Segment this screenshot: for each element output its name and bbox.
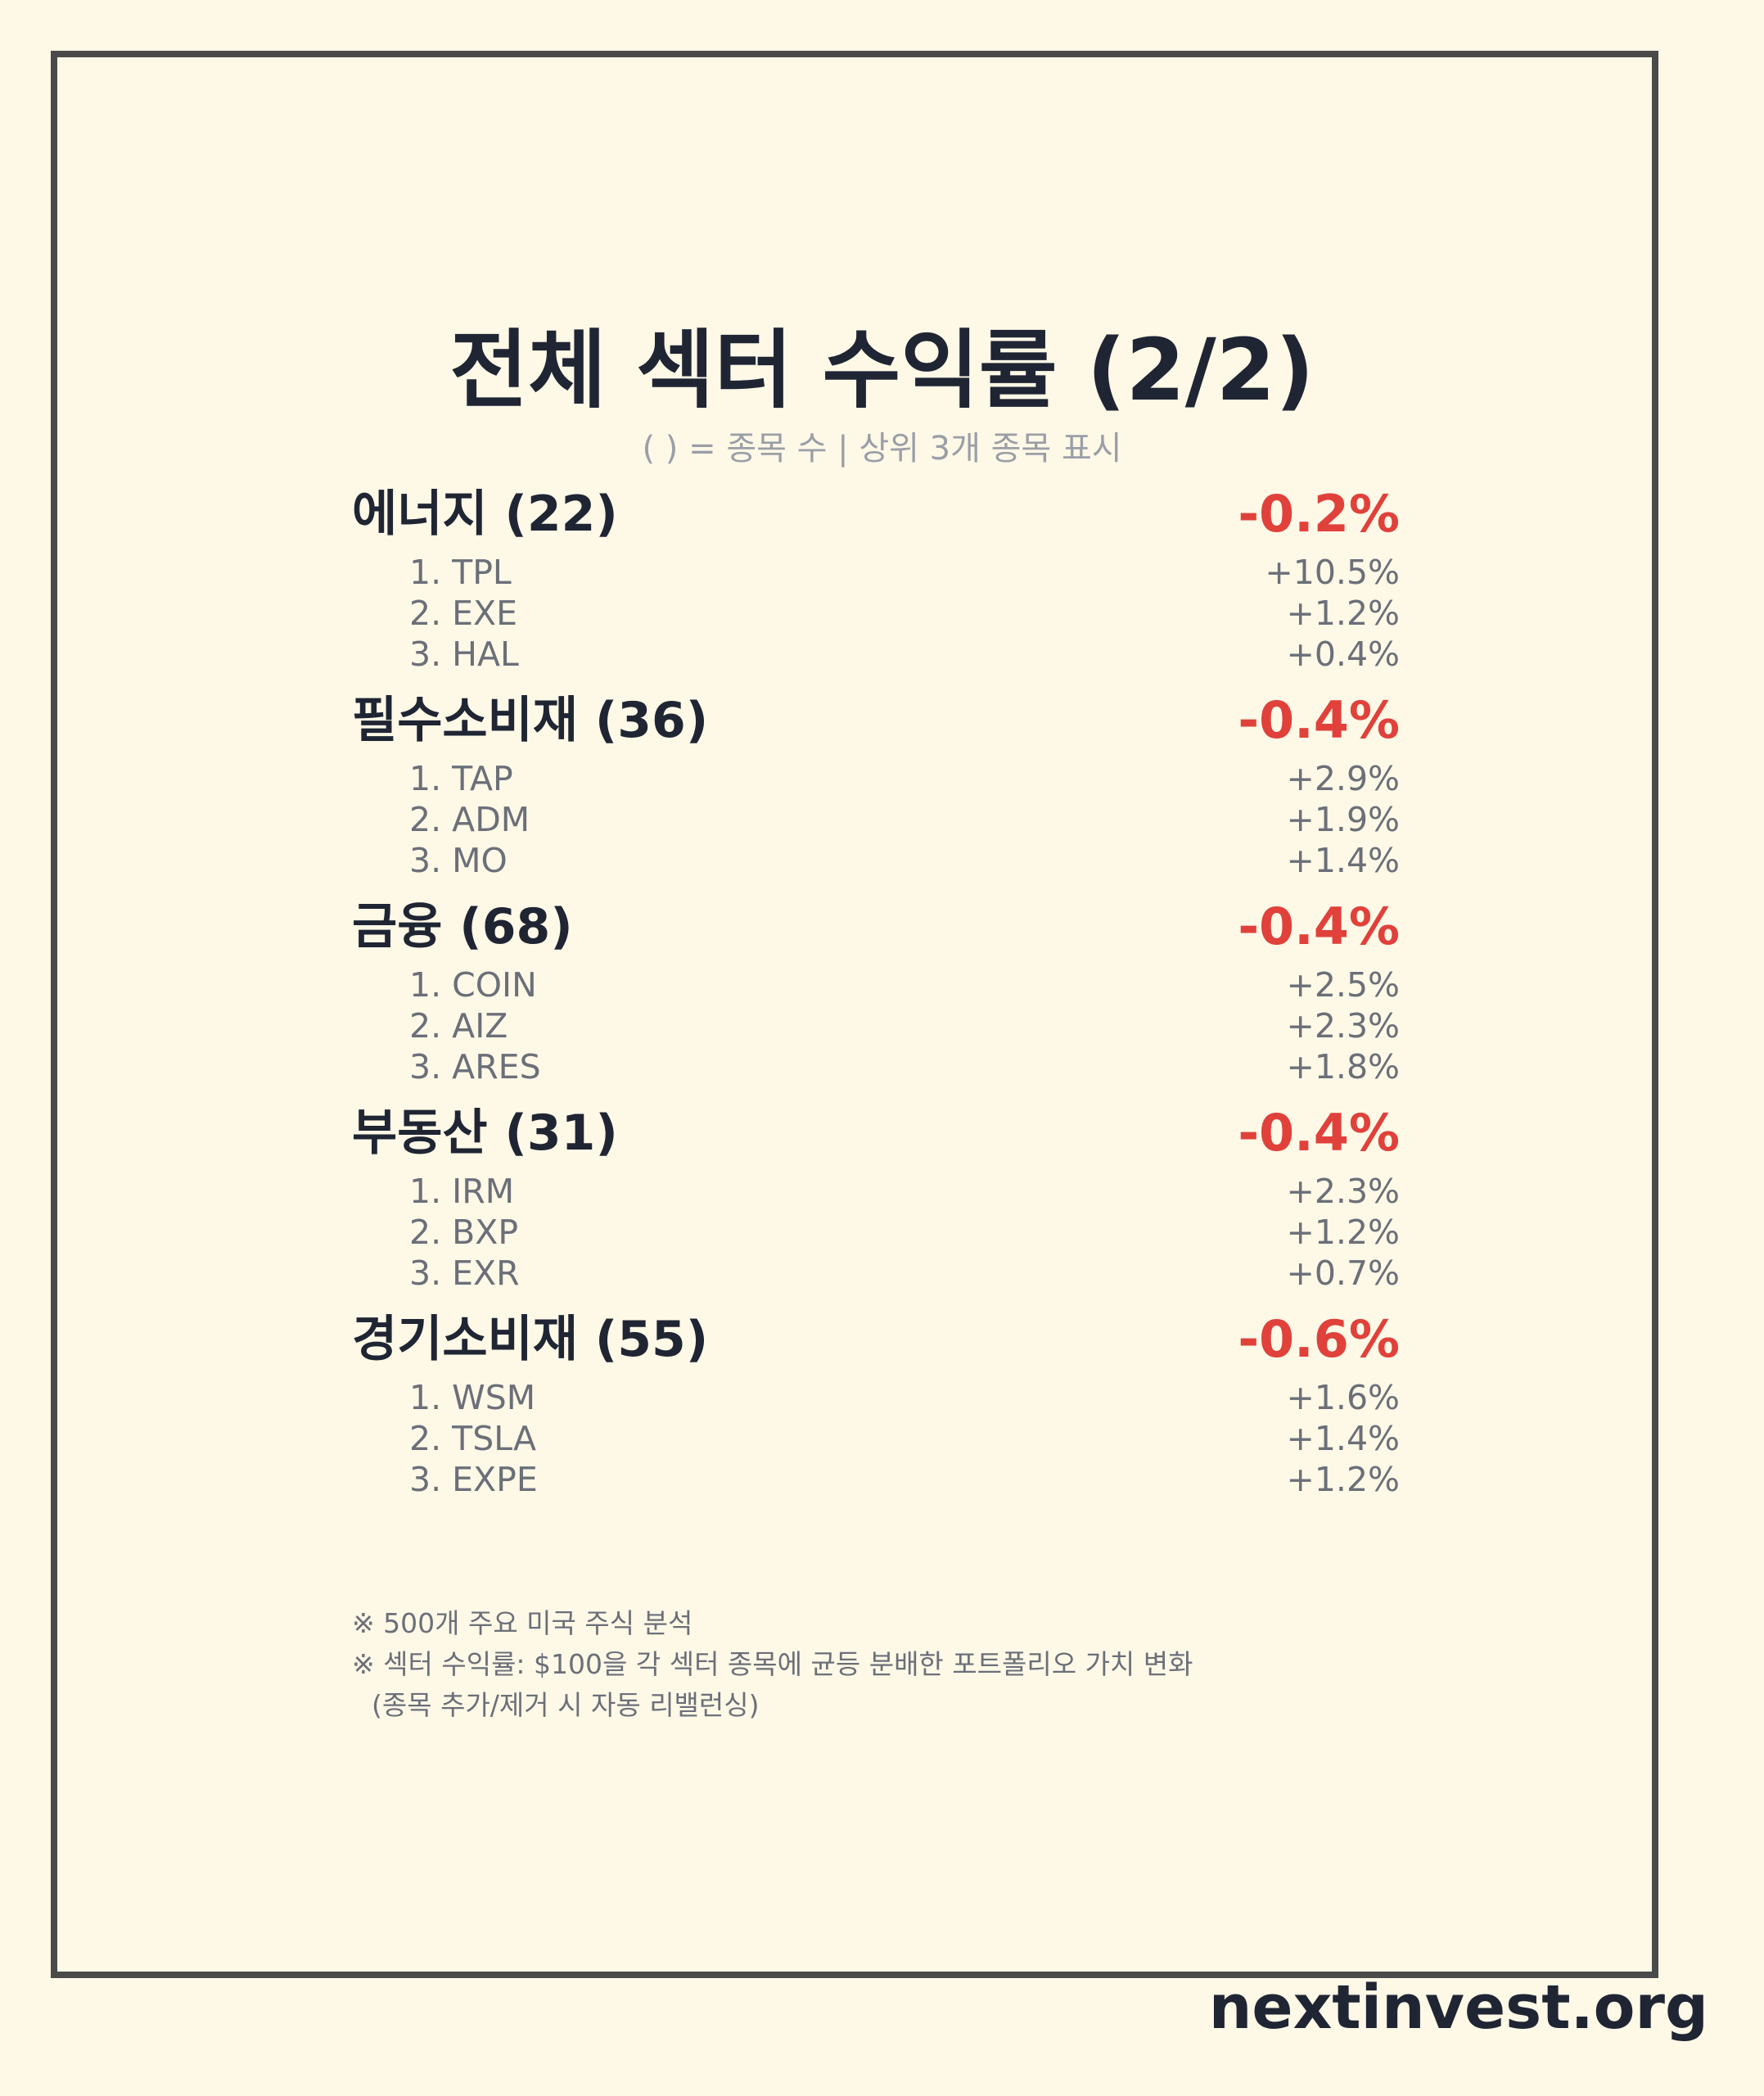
stock-return: +1.9% bbox=[1286, 800, 1400, 839]
sector-header: 금융 (68) -0.4% bbox=[352, 891, 1400, 964]
stock-row: 1. IRM +2.3% bbox=[352, 1171, 1400, 1212]
stock-return: +2.3% bbox=[1286, 1172, 1400, 1211]
stock-return: +0.4% bbox=[1286, 635, 1400, 674]
sector-return: -0.4% bbox=[1238, 897, 1400, 956]
stock-return: +1.4% bbox=[1286, 1419, 1400, 1458]
footnotes: ※ 500개 주요 미국 주식 분석 ※ 섹터 수익률: $100을 각 섹터 … bbox=[352, 1603, 1498, 1726]
sector-header: 에너지 (22) -0.2% bbox=[352, 478, 1400, 552]
sector-return: -0.6% bbox=[1238, 1309, 1400, 1369]
sector-name: 필수소비재 (36) bbox=[352, 692, 709, 749]
stock-row: 1. COIN +2.5% bbox=[352, 964, 1400, 1005]
sector-block-consumer-discretionary: 경기소비재 (55) -0.6% 1. WSM +1.6% 2. TSLA +1… bbox=[352, 1303, 1400, 1510]
stock-row: 3. MO +1.4% bbox=[352, 840, 1400, 881]
top-stock-list: 1. TPL +10.5% 2. EXE +1.2% 3. HAL +0.4% bbox=[352, 552, 1400, 675]
stock-label: 3. EXR bbox=[409, 1254, 520, 1293]
sector-block-financials: 금융 (68) -0.4% 1. COIN +2.5% 2. AIZ +2.3%… bbox=[352, 891, 1400, 1097]
stock-label: 2. BXP bbox=[409, 1213, 519, 1252]
sector-block-real-estate: 부동산 (31) -0.4% 1. IRM +2.3% 2. BXP +1.2%… bbox=[352, 1097, 1400, 1303]
stock-label: 3. MO bbox=[409, 841, 508, 880]
stock-row: 3. HAL +0.4% bbox=[352, 634, 1400, 675]
top-stock-list: 1. WSM +1.6% 2. TSLA +1.4% 3. EXPE +1.2% bbox=[352, 1377, 1400, 1500]
stock-return: +2.9% bbox=[1286, 759, 1400, 798]
stock-label: 2. AIZ bbox=[409, 1006, 508, 1046]
sector-return: -0.4% bbox=[1238, 690, 1400, 750]
stock-label: 1. IRM bbox=[409, 1172, 515, 1211]
stock-return: +1.2% bbox=[1286, 1213, 1400, 1252]
sector-block-consumer-staples: 필수소비재 (36) -0.4% 1. TAP +2.9% 2. ADM +1.… bbox=[352, 684, 1400, 891]
stock-return: +1.8% bbox=[1286, 1047, 1400, 1086]
sector-name: 경기소비재 (55) bbox=[352, 1311, 709, 1368]
footnote: ※ 500개 주요 미국 주식 분석 bbox=[352, 1607, 693, 1639]
page-title: 전체 섹터 수익률 (2/2) bbox=[449, 320, 1315, 420]
stock-label: 1. WSM bbox=[409, 1378, 536, 1417]
sector-block-energy: 에너지 (22) -0.2% 1. TPL +10.5% 2. EXE +1.2… bbox=[352, 478, 1400, 684]
stock-return: +1.2% bbox=[1286, 1460, 1400, 1499]
stock-row: 1. TAP +2.9% bbox=[352, 758, 1400, 799]
top-stock-list: 1. TAP +2.9% 2. ADM +1.9% 3. MO +1.4% bbox=[352, 758, 1400, 881]
stock-row: 1. TPL +10.5% bbox=[352, 552, 1400, 593]
sector-name: 에너지 (22) bbox=[352, 486, 618, 543]
stock-label: 3. HAL bbox=[409, 635, 519, 674]
page-subtitle: ( ) = 종목 수 | 상위 3개 종목 표시 bbox=[642, 430, 1122, 468]
stock-return: +1.2% bbox=[1286, 594, 1400, 633]
sector-name: 금융 (68) bbox=[352, 898, 573, 955]
footnote: ※ 섹터 수익률: $100을 각 섹터 종목에 균등 분배한 포트폴리오 가치… bbox=[352, 1648, 1193, 1680]
sector-header: 필수소비재 (36) -0.4% bbox=[352, 684, 1400, 758]
stock-row: 3. EXPE +1.2% bbox=[352, 1459, 1400, 1500]
stock-label: 3. ARES bbox=[409, 1047, 541, 1086]
stock-row: 2. ADM +1.9% bbox=[352, 799, 1400, 840]
stock-row: 2. BXP +1.2% bbox=[352, 1212, 1400, 1253]
footnote: (종목 추가/제거 시 자동 리밸런싱) bbox=[372, 1689, 760, 1721]
stock-label: 2. TSLA bbox=[409, 1419, 537, 1458]
stock-row: 2. EXE +1.2% bbox=[352, 593, 1400, 634]
top-stock-list: 1. IRM +2.3% 2. BXP +1.2% 3. EXR +0.7% bbox=[352, 1171, 1400, 1294]
sector-return: -0.2% bbox=[1238, 484, 1400, 544]
stock-label: 1. TPL bbox=[409, 553, 512, 592]
stock-return: +0.7% bbox=[1286, 1254, 1400, 1293]
stock-label: 3. EXPE bbox=[409, 1460, 538, 1499]
stock-return: +1.4% bbox=[1286, 841, 1400, 880]
stock-label: 2. ADM bbox=[409, 800, 530, 839]
stock-label: 1. COIN bbox=[409, 965, 537, 1005]
stock-row: 2. AIZ +2.3% bbox=[352, 1005, 1400, 1046]
sector-header: 경기소비재 (55) -0.6% bbox=[352, 1303, 1400, 1377]
sector-header: 부동산 (31) -0.4% bbox=[352, 1097, 1400, 1171]
sector-list: 에너지 (22) -0.2% 1. TPL +10.5% 2. EXE +1.2… bbox=[352, 478, 1400, 1510]
stock-row: 2. TSLA +1.4% bbox=[352, 1418, 1400, 1459]
stock-label: 2. EXE bbox=[409, 594, 518, 633]
stock-return: +1.6% bbox=[1286, 1378, 1400, 1417]
stock-return: +10.5% bbox=[1265, 553, 1400, 592]
stock-row: 3. ARES +1.8% bbox=[352, 1046, 1400, 1087]
stock-return: +2.3% bbox=[1286, 1006, 1400, 1046]
stock-row: 1. WSM +1.6% bbox=[352, 1377, 1400, 1418]
content-frame bbox=[51, 51, 1658, 1978]
sector-return: -0.4% bbox=[1238, 1103, 1400, 1163]
stock-row: 3. EXR +0.7% bbox=[352, 1253, 1400, 1294]
stock-return: +2.5% bbox=[1286, 965, 1400, 1005]
sector-name: 부동산 (31) bbox=[352, 1104, 618, 1162]
brand-watermark: nextinvest.org bbox=[1208, 1972, 1708, 2043]
top-stock-list: 1. COIN +2.5% 2. AIZ +2.3% 3. ARES +1.8% bbox=[352, 964, 1400, 1087]
stock-label: 1. TAP bbox=[409, 759, 513, 798]
